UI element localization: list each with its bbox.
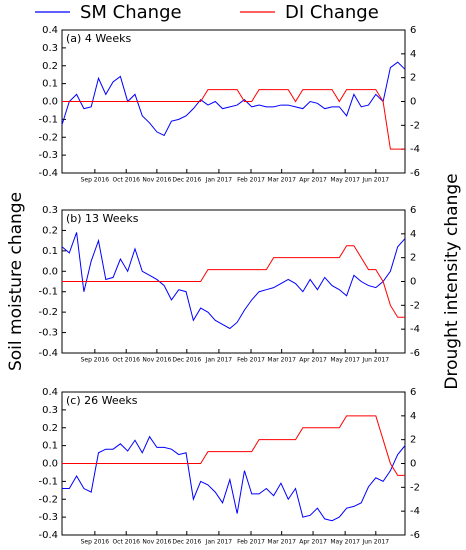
x-tick-label: Mar 2017 [267,539,296,546]
series-line [62,435,406,522]
y2-tick-label: 2 [410,73,416,84]
x-tick-label: Jan 2017 [205,357,233,364]
y-tick-label: -0.1 [38,287,58,298]
x-tick-label: Sep 2016 [81,357,110,364]
y2-tick-label: -2 [410,482,420,493]
y-tick-label: 0.2 [42,225,58,236]
y-tick-label: -0.1 [38,476,58,487]
y-tick-label: 0.4 [42,387,58,398]
legend-label: DI Change [285,2,379,23]
x-tick-label: Dec 2016 [172,177,201,184]
y2-tick-label: 4 [410,411,416,422]
x-tick-label: Nov 2016 [142,539,171,546]
y2-tick-label: 6 [410,387,416,398]
y-tick-label: 0.3 [42,405,58,416]
y2-tick-label: 0 [410,459,416,470]
y2-tick-label: -4 [410,144,420,155]
y2-tick-label: 4 [410,49,416,60]
y2-tick-label: 2 [410,253,416,264]
x-tick-label: Oct 2016 [112,539,140,546]
series-line [62,415,405,476]
y-tick-label: 0.1 [42,246,58,257]
x-tick-label: Nov 2016 [142,357,171,364]
x-tick-label: Dec 2016 [172,539,201,546]
y-tick-label: -0.4 [38,530,58,541]
x-tick-label: Sep 2016 [81,539,110,546]
y2-tick-label: -4 [410,324,420,335]
y-tick-label: -0.3 [38,328,58,339]
legend-label: SM Change [80,2,182,23]
y2-tick-label: 4 [410,229,416,240]
x-tick-label: May 2017 [330,539,360,546]
x-tick-label: Jun 2017 [362,539,390,546]
y2-tick-label: 0 [410,277,416,288]
x-tick-label: Mar 2017 [267,357,296,364]
x-tick-label: May 2017 [330,177,360,184]
y-tick-label: 0.3 [42,43,58,54]
y-tick-label: -0.4 [38,168,58,179]
y-tick-label: -0.3 [38,150,58,161]
y2-tick-label: -6 [410,348,420,359]
y-tick-label: -0.2 [38,307,58,318]
y-tick-label: -0.1 [38,114,58,125]
x-tick-label: Jun 2017 [362,357,390,364]
series-line [62,89,405,150]
y-tick-label: 0.0 [42,97,58,108]
y2-tick-label: -2 [410,300,420,311]
series-line [62,245,405,318]
x-tick-label: Feb 2017 [237,539,265,546]
y2-tick-label: -2 [410,120,420,131]
x-tick-label: Mar 2017 [267,177,296,184]
y-tick-label: 0.1 [42,441,58,452]
y2-tick-label: -6 [410,168,420,179]
panel-title: (b) 13 Weeks [66,212,139,225]
x-tick-label: Nov 2016 [142,177,171,184]
y-tick-label: 0.2 [42,61,58,72]
x-tick-label: Feb 2017 [237,177,265,184]
x-tick-label: Jun 2017 [362,177,390,184]
y2-axis-label: Drought intensity change [442,173,462,389]
x-tick-label: Oct 2016 [112,357,140,364]
y-tick-label: 0.0 [42,459,58,470]
y-tick-label: 0.2 [42,423,58,434]
y-tick-label: -0.4 [38,348,58,359]
series-line [61,232,406,330]
x-tick-label: Dec 2016 [172,357,201,364]
y2-tick-label: -4 [410,506,420,517]
x-tick-label: Apr 2017 [299,177,327,184]
y-tick-label: 0.3 [42,205,58,216]
y-tick-label: 0.1 [42,79,58,90]
series-line [61,61,406,137]
y-tick-label: -0.3 [38,512,58,523]
y2-tick-label: 6 [410,25,416,36]
x-tick-label: Jan 2017 [205,177,233,184]
x-tick-label: May 2017 [330,357,360,364]
y-tick-label: -0.2 [38,494,58,505]
y-tick-label: 0.4 [42,25,58,36]
y-tick-label: -0.2 [38,132,58,143]
x-tick-label: Sep 2016 [81,177,110,184]
y2-tick-label: -6 [410,530,420,541]
x-tick-label: Apr 2017 [299,539,327,546]
y2-tick-label: 6 [410,205,416,216]
panel-title: (c) 26 Weeks [66,394,138,407]
x-tick-label: Apr 2017 [299,357,327,364]
panel-title: (a) 4 Weeks [66,32,131,45]
y2-tick-label: 2 [410,435,416,446]
y-tick-label: 0.0 [42,266,58,277]
y-axis-label: Soil moisture change [6,192,26,371]
x-tick-label: Oct 2016 [112,177,140,184]
y2-tick-label: 0 [410,97,416,108]
x-tick-label: Feb 2017 [237,357,265,364]
x-tick-label: Jan 2017 [205,539,233,546]
